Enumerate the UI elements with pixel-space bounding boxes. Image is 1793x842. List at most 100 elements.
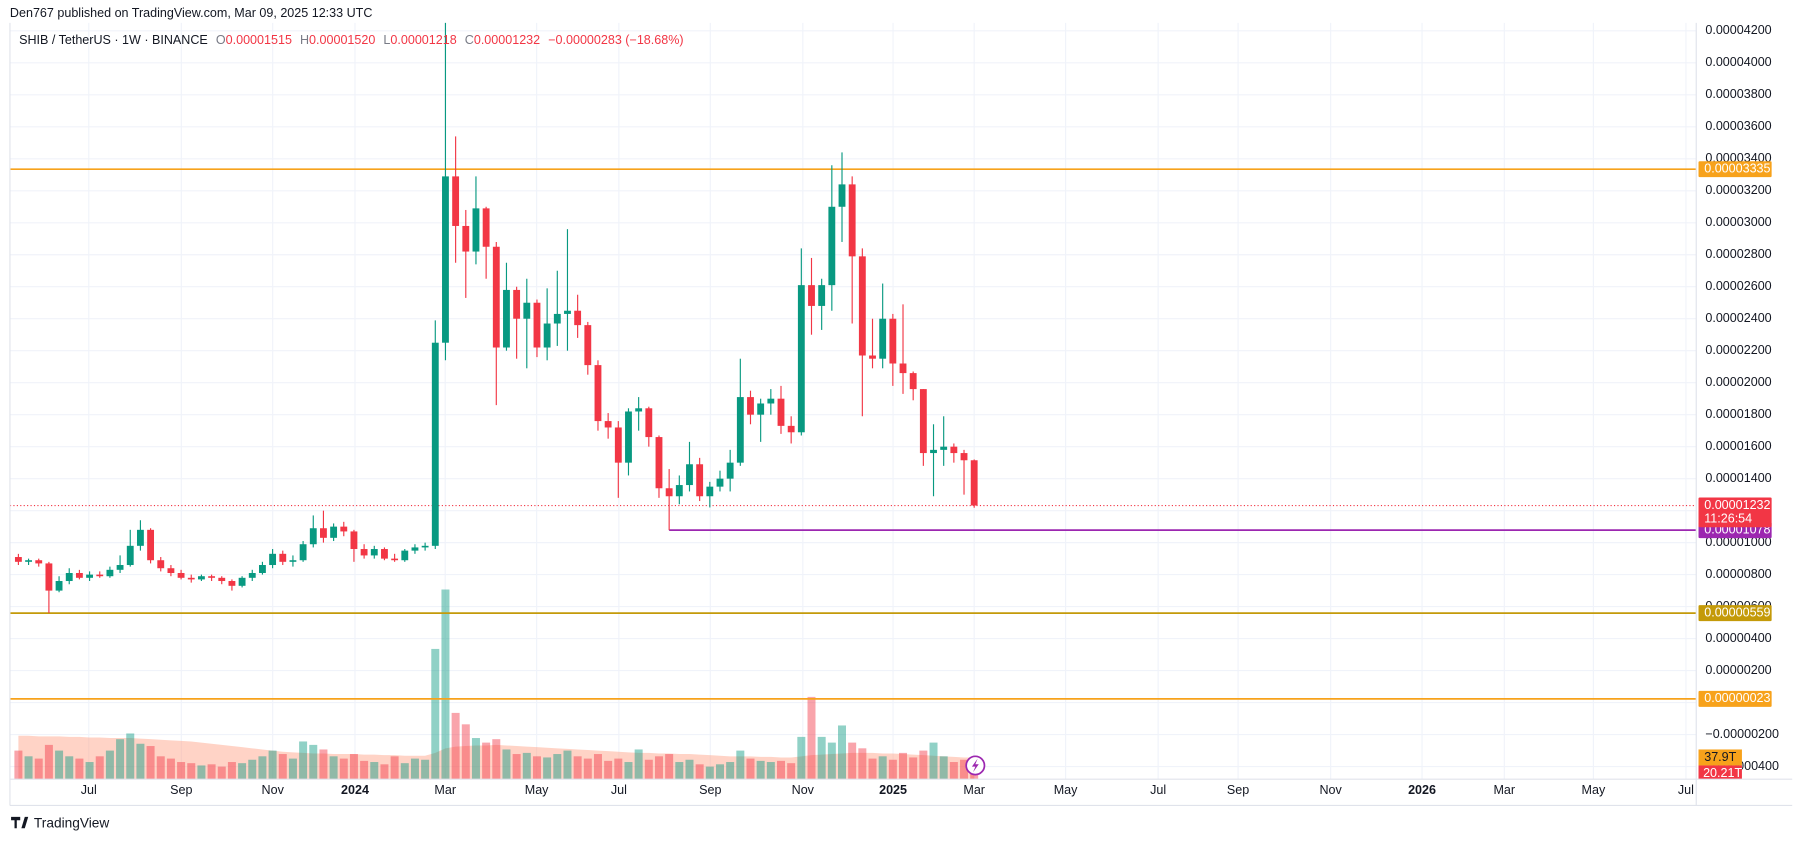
volume-bar bbox=[868, 758, 877, 780]
candle-body bbox=[218, 577, 226, 582]
candle-body bbox=[696, 464, 704, 497]
y-tick-label: 0.00003200 bbox=[1705, 183, 1771, 197]
candle-body bbox=[614, 427, 622, 463]
level-label-box bbox=[1698, 161, 1772, 178]
candle-body bbox=[665, 488, 673, 497]
candle-body bbox=[564, 310, 571, 314]
volume-bar bbox=[207, 764, 216, 780]
candle-body bbox=[106, 569, 114, 577]
volume-bar bbox=[838, 725, 847, 780]
y-tick-label: 0.00003000 bbox=[1705, 215, 1771, 229]
x-tick-label: Sep bbox=[699, 783, 721, 797]
candle-body bbox=[706, 486, 714, 497]
candle-body bbox=[838, 184, 846, 207]
candle-body bbox=[472, 208, 480, 252]
candle-body bbox=[940, 446, 948, 450]
candle-body bbox=[716, 478, 724, 487]
y-tick-label: 0.00002600 bbox=[1705, 279, 1771, 293]
x-tick-label: Nov bbox=[1319, 783, 1342, 797]
volume-bar bbox=[522, 752, 531, 780]
y-tick-label: 0.00001800 bbox=[1705, 407, 1771, 421]
volume-bar bbox=[949, 762, 958, 780]
candle-body bbox=[14, 557, 22, 562]
volume-bar bbox=[573, 756, 582, 780]
x-tick-label: 2026 bbox=[1408, 783, 1436, 797]
volume-bar bbox=[553, 754, 562, 780]
candle-body bbox=[391, 558, 399, 561]
candle-body bbox=[65, 573, 73, 582]
volume-bar bbox=[817, 736, 826, 780]
ohlc-key: O bbox=[216, 33, 226, 47]
candle-body bbox=[370, 549, 378, 556]
candle-body bbox=[259, 565, 266, 574]
volume-bar bbox=[675, 762, 684, 780]
volume-bar bbox=[227, 762, 236, 780]
x-tick-label: May bbox=[1582, 783, 1606, 797]
grid-layer bbox=[9, 22, 1697, 780]
volume-bar bbox=[197, 765, 206, 780]
volume-bar bbox=[278, 754, 287, 780]
y-tick-label: 0.00002400 bbox=[1705, 311, 1771, 325]
ohlc-value: 0.00001232 bbox=[474, 33, 540, 47]
candle-body bbox=[503, 289, 510, 348]
volume-bar bbox=[766, 762, 775, 780]
volume-bar bbox=[858, 748, 867, 780]
volume-bar bbox=[380, 764, 389, 780]
volume-bar bbox=[258, 756, 267, 780]
candle-body bbox=[818, 285, 826, 306]
candle-body bbox=[431, 342, 439, 546]
volume-bar bbox=[736, 750, 745, 780]
y-tick-label: 0.00002000 bbox=[1705, 375, 1771, 389]
volume-bar bbox=[441, 589, 450, 780]
volume-bar bbox=[787, 763, 796, 780]
volume-bar bbox=[44, 744, 53, 780]
ohlc-key: L bbox=[383, 33, 390, 47]
candle-body bbox=[157, 560, 165, 569]
candle-body bbox=[726, 462, 734, 479]
volume-bar bbox=[410, 758, 419, 780]
y-tick-label: 0.00003800 bbox=[1705, 87, 1771, 101]
candle-body bbox=[167, 568, 175, 574]
candle-body bbox=[889, 318, 897, 364]
volume-bar bbox=[187, 763, 196, 780]
volume-bar bbox=[329, 756, 338, 780]
candle-body bbox=[126, 545, 134, 566]
y-tick-label: 0.00002800 bbox=[1705, 247, 1771, 261]
candle-body bbox=[686, 464, 693, 486]
x-tick-label: Mar bbox=[963, 783, 985, 797]
y-tick-label: 0.00004000 bbox=[1705, 55, 1771, 69]
candle-body bbox=[655, 437, 663, 489]
candle-body bbox=[736, 397, 744, 463]
candle-body bbox=[747, 397, 754, 415]
y-tick-label: 0.00001000 bbox=[1705, 535, 1771, 549]
candle-body bbox=[269, 553, 277, 566]
candle-body bbox=[238, 577, 246, 586]
candle-body bbox=[187, 577, 195, 580]
candle-body bbox=[35, 560, 43, 564]
candle-body bbox=[330, 526, 338, 538]
volume-bar bbox=[563, 750, 572, 780]
candle-body bbox=[574, 310, 582, 326]
volume-bar bbox=[746, 758, 755, 780]
volume-bar bbox=[339, 758, 348, 780]
volume-bar bbox=[177, 762, 186, 780]
candle-layer bbox=[14, 22, 978, 613]
volume-bar bbox=[960, 759, 969, 780]
y-tick-label: 0.00001600 bbox=[1705, 439, 1771, 453]
x-tick-label: May bbox=[525, 783, 549, 797]
published-note: Den767 published on TradingView.com, Mar… bbox=[10, 6, 372, 20]
alert-icon[interactable] bbox=[965, 755, 986, 776]
level-label: 0.00000023 bbox=[1704, 691, 1770, 705]
y-tick-label: 0.00001400 bbox=[1705, 471, 1771, 485]
candle-body bbox=[594, 365, 602, 422]
volume-layer bbox=[14, 589, 979, 780]
x-tick-label: Mar bbox=[434, 783, 456, 797]
candle-body bbox=[879, 318, 887, 359]
volume-bar bbox=[878, 756, 887, 780]
axis-layer: 0.00004200 0.00004000 0.00003800 0.00003600… bbox=[81, 23, 1779, 797]
volume-bar bbox=[654, 756, 663, 780]
countdown: 11:26:54 bbox=[1704, 512, 1752, 526]
candle-body bbox=[858, 256, 866, 356]
candle-body bbox=[136, 529, 144, 546]
